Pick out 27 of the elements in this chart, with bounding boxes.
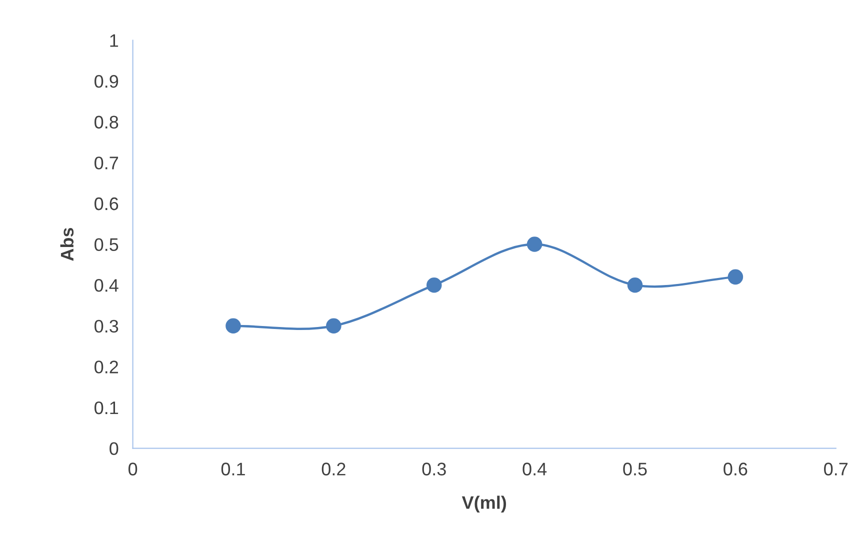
point xyxy=(627,277,643,293)
point xyxy=(326,318,342,334)
y-tick-label: 0.5 xyxy=(94,238,118,252)
y-tick-label: 0.4 xyxy=(94,279,118,292)
y-tick-label: 0.3 xyxy=(94,320,118,333)
x-tick-label: 0.2 xyxy=(322,462,346,476)
x-tick-label: 0.1 xyxy=(221,462,245,476)
x-tick-label: 0.7 xyxy=(824,462,848,476)
y-axis-title: Abs xyxy=(60,228,74,261)
point xyxy=(426,277,442,293)
x-tick-label: 0 xyxy=(128,462,138,476)
y-tick-label: 0.8 xyxy=(94,116,118,129)
point xyxy=(226,318,241,334)
x-tick-label: 0.3 xyxy=(422,462,446,476)
y-tick-label: 0.2 xyxy=(94,360,118,374)
point xyxy=(526,236,542,252)
x-tick-label: 0.5 xyxy=(623,462,647,476)
y-tick-label: 0.1 xyxy=(94,401,118,414)
x-axis-title: V(ml) xyxy=(462,496,506,513)
x-tick-label: 0.4 xyxy=(522,462,547,476)
y-tick-label: 0.6 xyxy=(94,197,118,210)
y-tick-label: 1 xyxy=(110,34,118,47)
x-tick-label: 0.6 xyxy=(724,462,748,476)
point xyxy=(728,269,744,285)
y-tick-label: 0.9 xyxy=(94,74,118,88)
y-tick-label: 0.7 xyxy=(94,156,118,170)
y-tick-label: 0 xyxy=(110,442,118,456)
